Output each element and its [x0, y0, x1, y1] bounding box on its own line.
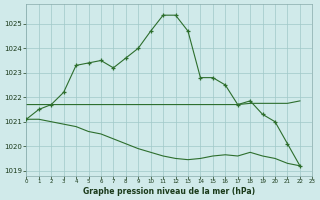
X-axis label: Graphe pression niveau de la mer (hPa): Graphe pression niveau de la mer (hPa)	[83, 187, 255, 196]
